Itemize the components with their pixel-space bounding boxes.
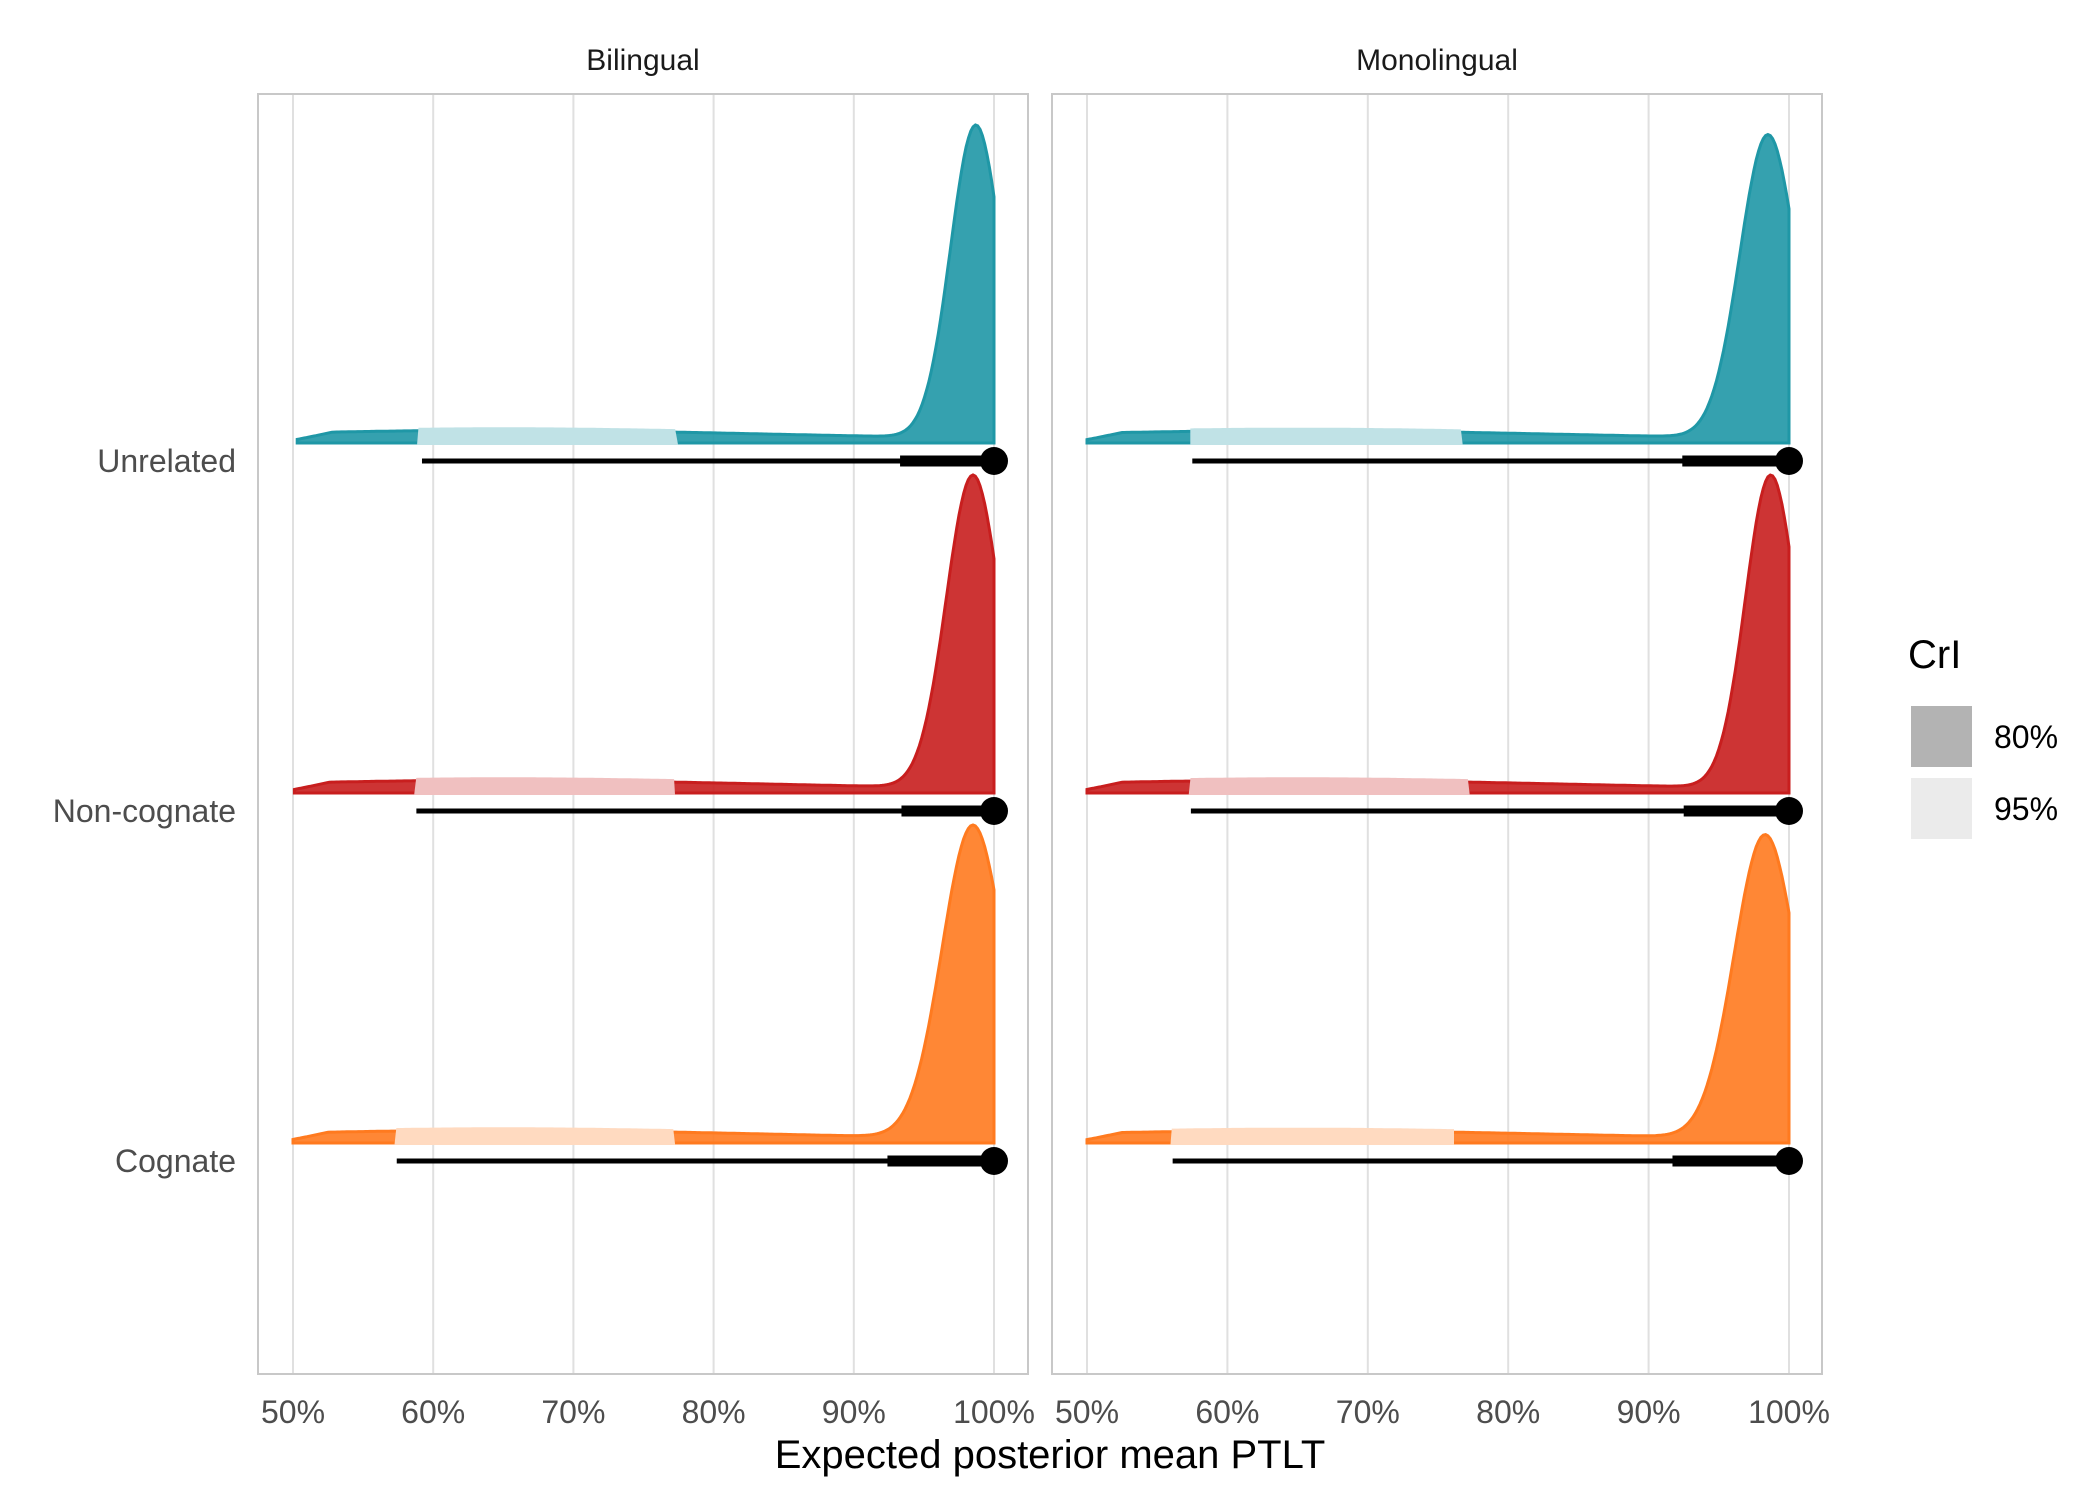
x-tick-label: 90% — [822, 1394, 886, 1430]
x-tick-label: 60% — [401, 1394, 465, 1430]
x-tick-label: 90% — [1617, 1394, 1681, 1430]
y-tick-label-cognate: Cognate — [115, 1143, 236, 1179]
series-cognate — [291, 823, 1008, 1175]
density-band-95 — [417, 427, 679, 445]
median-point — [980, 447, 1008, 475]
x-tick-label: 50% — [1055, 1394, 1119, 1430]
panel-bilingual: Bilingual 50% 60% 70% 80% 90% 100% — [257, 44, 1035, 1430]
y-tick-label-unrelated: Unrelated — [97, 443, 236, 479]
series-unrelated — [1085, 132, 1803, 475]
x-tick-label: 60% — [1195, 1394, 1259, 1430]
legend-swatch-95 — [1911, 778, 1972, 839]
x-tick-label: 100% — [1748, 1394, 1830, 1430]
legend-swatch-80 — [1911, 706, 1972, 767]
series-cognate — [1085, 833, 1803, 1175]
x-tick-label: 50% — [261, 1394, 325, 1430]
x-tick-label: 70% — [1336, 1394, 1400, 1430]
y-tick-label-non-cognate: Non-cognate — [53, 793, 236, 829]
panels: Bilingual 50% 60% 70% 80% 90% 100% Monolingual 5… — [257, 44, 1830, 1430]
density-band-95 — [1188, 777, 1470, 795]
x-axis-title: Expected posterior mean PTLT — [775, 1433, 1326, 1477]
median-point — [980, 797, 1008, 825]
density-band-95 — [414, 777, 676, 795]
x-tick-label: 100% — [953, 1394, 1035, 1430]
x-tick-label: 70% — [541, 1394, 605, 1430]
panel-title: Monolingual — [1356, 44, 1518, 77]
median-point — [1775, 1147, 1803, 1175]
panel-border — [257, 93, 1029, 1375]
panel-monolingual: Monolingual 50% 60% 70% 80% 90% 100% — [1051, 44, 1830, 1430]
density-band-95 — [394, 1127, 676, 1145]
series-unrelated — [295, 123, 1008, 475]
legend: CrI 80% 95% — [1908, 633, 2058, 839]
median-point — [1775, 797, 1803, 825]
panel-border — [1051, 93, 1823, 1375]
x-tick-label: 80% — [682, 1394, 746, 1430]
legend-title: CrI — [1908, 633, 1961, 677]
median-point — [980, 1147, 1008, 1175]
density-band-95 — [1190, 427, 1463, 445]
series-non-cognate — [292, 473, 1008, 825]
median-point — [1775, 447, 1803, 475]
y-axis: Unrelated Non-cognate Cognate — [53, 443, 236, 1179]
panel-title: Bilingual — [586, 44, 699, 77]
legend-label-95: 95% — [1994, 791, 2058, 827]
x-tick-label: 80% — [1476, 1394, 1540, 1430]
density-band-95 — [1170, 1127, 1454, 1145]
legend-label-80: 80% — [1994, 719, 2058, 755]
series-non-cognate — [1085, 473, 1803, 825]
